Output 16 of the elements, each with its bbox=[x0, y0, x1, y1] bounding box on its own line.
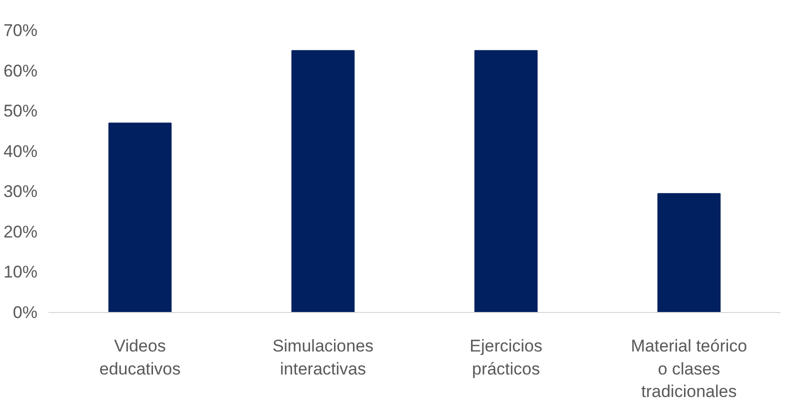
x-tick-label: Simulaciones interactivas bbox=[272, 336, 374, 378]
x-tick-label: Material teórico o clases tradicionales bbox=[630, 336, 748, 402]
y-tick-label: 50% bbox=[3, 102, 38, 121]
bar bbox=[657, 193, 721, 312]
x-tick-label: Videos educativos bbox=[99, 336, 181, 378]
y-tick-label: 60% bbox=[3, 61, 38, 80]
bar bbox=[108, 122, 172, 312]
y-tick-label: 70% bbox=[3, 21, 38, 40]
y-tick-label: 20% bbox=[3, 222, 38, 242]
x-tick-label: Ejercicios prácticos bbox=[470, 336, 542, 378]
y-tick-label: 40% bbox=[3, 142, 38, 161]
y-tick-label: 0% bbox=[12, 303, 38, 322]
bar bbox=[291, 50, 355, 312]
bar bbox=[474, 50, 538, 312]
y-tick-label: 10% bbox=[3, 262, 38, 282]
y-tick-label: 30% bbox=[3, 182, 38, 202]
